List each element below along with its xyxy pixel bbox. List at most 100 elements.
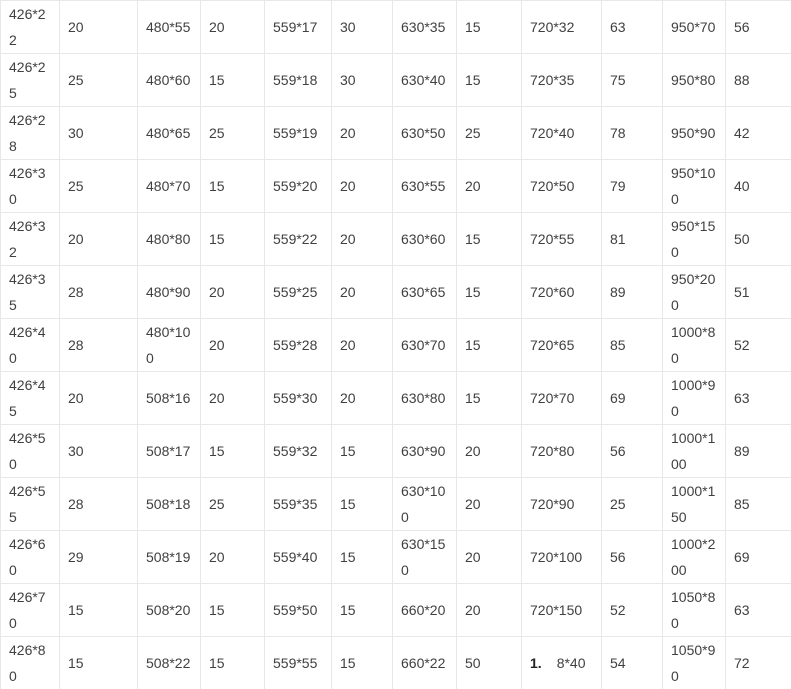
table-cell: 1000*150: [662, 477, 726, 531]
table-cell: 630*65: [392, 265, 457, 319]
table-cell: 63: [725, 583, 791, 637]
table-cell: 20: [456, 424, 522, 478]
table-cell: 480*60: [137, 53, 201, 107]
table-cell: 20: [331, 318, 393, 372]
table-cell: 20: [200, 265, 265, 319]
table-cell: 25: [601, 477, 663, 531]
table-cell: 426*80: [0, 636, 60, 689]
table-cell: 15: [200, 53, 265, 107]
table-cell: 15: [200, 424, 265, 478]
table-cell: 15: [331, 530, 393, 584]
table-cell: 81: [601, 212, 663, 266]
table-cell: 720*35: [521, 53, 602, 107]
table-cell: 559*30: [264, 371, 332, 425]
table-cell: 559*19: [264, 106, 332, 160]
table-cell: 88: [725, 53, 791, 107]
table-cell: 1000*80: [662, 318, 726, 372]
table-cell: 508*19: [137, 530, 201, 584]
table-cell: 28: [59, 265, 138, 319]
table-cell: 56: [601, 530, 663, 584]
table-cell: 15: [456, 265, 522, 319]
table-cell: 15: [331, 583, 393, 637]
table-cell: 720*90: [521, 477, 602, 531]
table-cell: 480*55: [137, 0, 201, 54]
table-cell: 42: [725, 106, 791, 160]
table-cell: 426*60: [0, 530, 60, 584]
table-cell: 720*150: [521, 583, 602, 637]
table-row: 426*70 15 508*20 15 559*50 15 660*20 20 720*150 5…: [0, 583, 791, 637]
table-cell: 950*90: [662, 106, 726, 160]
table-cell: 426*50: [0, 424, 60, 478]
table-cell: 630*70: [392, 318, 457, 372]
table-cell: 20: [456, 477, 522, 531]
table-cell: 950*100: [662, 159, 726, 213]
table-cell: 25: [200, 106, 265, 160]
table-row: 426*50 30 508*17 15 559*32 15 630*90 20 720*80 56…: [0, 424, 791, 478]
table-cell: 63: [601, 0, 663, 54]
table-cell: 20: [200, 371, 265, 425]
table-row: 426*22 20 480*55 20 559*17 30 630*35 15 720*32 63…: [0, 0, 791, 54]
table-cell: 20: [331, 159, 393, 213]
table-cell: 426*70: [0, 583, 60, 637]
table-cell: 720*65: [521, 318, 602, 372]
table-cell: 20: [200, 318, 265, 372]
table-cell: 660*20: [392, 583, 457, 637]
table-cell: 30: [59, 106, 138, 160]
table-cell: 508*16: [137, 371, 201, 425]
table-cell: 40: [725, 159, 791, 213]
table-cell: 559*18: [264, 53, 332, 107]
table-cell: 1000*100: [662, 424, 726, 478]
table-cell: 480*70: [137, 159, 201, 213]
table-cell: 426*30: [0, 159, 60, 213]
table-row: 426*60 29 508*19 20 559*40 15 630*150 20 720*100…: [0, 530, 791, 584]
table-cell: 15: [59, 636, 138, 689]
table-cell: 559*55: [264, 636, 332, 689]
table-cell: 89: [725, 424, 791, 478]
table-cell: 20: [200, 530, 265, 584]
table-cell: 508*20: [137, 583, 201, 637]
table-cell: 20: [59, 0, 138, 54]
table-cell: 1000*200: [662, 530, 726, 584]
table-cell: 25: [59, 159, 138, 213]
table-cell: 630*80: [392, 371, 457, 425]
table-cell: 20: [331, 371, 393, 425]
table-cell: 89: [601, 265, 663, 319]
table-cell: 559*22: [264, 212, 332, 266]
table-cell: 20: [59, 212, 138, 266]
table-cell: 15: [456, 371, 522, 425]
table-cell: 15: [59, 583, 138, 637]
table-cell: 29: [59, 530, 138, 584]
table-cell: 950*200: [662, 265, 726, 319]
table-cell: 630*150: [392, 530, 457, 584]
table-row: 426*32 20 480*80 15 559*22 20 630*60 15 720*55 81…: [0, 212, 791, 266]
table-cell: 15: [456, 0, 522, 54]
table-cell: 56: [601, 424, 663, 478]
table-cell: 559*28: [264, 318, 332, 372]
table-cell: 720*55: [521, 212, 602, 266]
table-cell: 28: [59, 477, 138, 531]
table-cell: 950*150: [662, 212, 726, 266]
list-marker: 1.: [530, 655, 542, 671]
table-cell: 630*100: [392, 477, 457, 531]
table-cell: 480*80: [137, 212, 201, 266]
table-cell: 480*100: [137, 318, 201, 372]
table-cell: 480*65: [137, 106, 201, 160]
table-row: 426*35 28 480*90 20 559*25 20 630*65 15 720*60 89…: [0, 265, 791, 319]
table-cell: 15: [456, 212, 522, 266]
table-cell: 75: [601, 53, 663, 107]
table-cell: 559*50: [264, 583, 332, 637]
table-cell: 630*40: [392, 53, 457, 107]
table-row: 426*25 25 480*60 15 559*18 30 630*40 15 720*35 75…: [0, 53, 791, 107]
table-cell: 630*35: [392, 0, 457, 54]
table-cell: 25: [200, 477, 265, 531]
table-cell: 51: [725, 265, 791, 319]
table-cell: 660*22: [392, 636, 457, 689]
table-cell: 20: [331, 106, 393, 160]
table-cell: 30: [331, 0, 393, 54]
table-cell: 630*90: [392, 424, 457, 478]
table-cell: 20: [59, 371, 138, 425]
table-cell: 50: [725, 212, 791, 266]
